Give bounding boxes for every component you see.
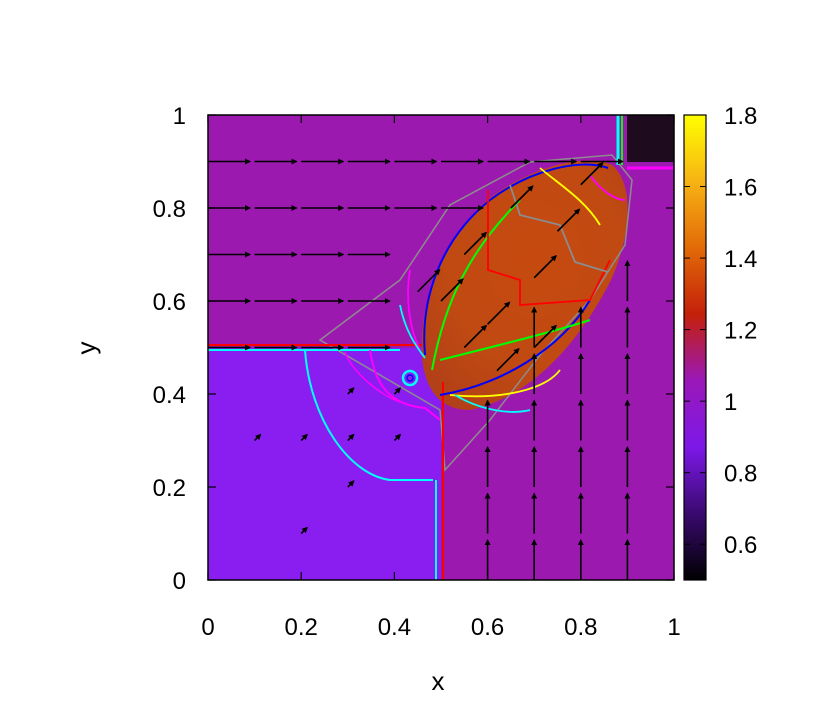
y-tick-label: 1 <box>173 103 186 130</box>
velocity-arrow <box>533 324 557 349</box>
velocity-arrow <box>347 433 355 442</box>
x-tick-label: 0 <box>201 614 214 641</box>
jet-region <box>421 160 628 410</box>
contour-line-gray-inner <box>509 184 609 273</box>
y-tick-label: 0.8 <box>153 196 186 223</box>
x-tick-label: 0.8 <box>564 614 597 641</box>
colorbar-tick-label: 1.4 <box>724 246 757 273</box>
contour-arc-cyan <box>304 349 433 481</box>
y-tick-label: 0 <box>173 568 186 595</box>
velocity-arrow <box>393 387 402 395</box>
contour-line-green-center <box>431 199 591 371</box>
top-right-corner-region <box>627 115 674 162</box>
velocity-arrow <box>463 231 488 256</box>
velocity-arrow <box>556 208 581 232</box>
colorbar-tick-label: 1 <box>724 389 737 416</box>
jet-envelope-contour <box>318 154 633 472</box>
colorbar-tick-label: 1.6 <box>724 175 757 202</box>
contour-arc-magenta-2 <box>344 351 401 403</box>
velocity-arrow <box>533 255 557 279</box>
velocity-arrow <box>347 480 355 488</box>
y-tick-label: 0.4 <box>153 382 186 409</box>
contour-line-cyan-inner <box>399 304 531 413</box>
velocity-arrow <box>487 301 511 325</box>
plot-area <box>208 115 674 580</box>
velocity-arrow <box>393 433 402 442</box>
colorbar-tick-label: 1.8 <box>724 103 757 130</box>
velocity-arrow <box>510 185 534 209</box>
velocity-arrow <box>254 433 262 442</box>
velocity-arrow <box>300 526 308 535</box>
lower-left-region <box>208 348 441 580</box>
velocity-arrow <box>440 278 464 302</box>
y-tick-label: 0.2 <box>153 475 186 502</box>
contour-line-blue-lower <box>439 299 591 396</box>
contour-line-magenta-inner <box>407 174 626 351</box>
contour-arc-magenta <box>369 349 441 421</box>
x-tick-label: 0.2 <box>285 614 318 641</box>
vortex-rollup <box>401 369 419 387</box>
x-tick-label: 0.6 <box>471 614 504 641</box>
y-tick-label: 0.6 <box>153 289 186 316</box>
contour-line-yellow-inner <box>449 167 601 398</box>
x-tick-label: 1 <box>667 614 680 641</box>
velocity-arrow <box>417 268 441 293</box>
contour-line-blue-outer <box>423 163 609 356</box>
contour-line-red-inner <box>487 190 611 306</box>
x-axis-label: x <box>432 666 445 696</box>
y-axis-label: y <box>71 342 101 355</box>
y-axis-ticks: 0 0.2 0.4 0.6 0.8 1 <box>153 103 674 595</box>
x-axis-ticks: 0 0.2 0.4 0.6 0.8 1 <box>201 115 681 641</box>
colorbar-tick-label: 1.2 <box>724 318 757 345</box>
x-tick-label: 0.4 <box>378 614 411 641</box>
velocity-arrow <box>580 162 604 186</box>
colorbar-ticks: 0.6 0.8 1 1.2 1.4 1.6 1.8 <box>684 103 757 559</box>
velocity-arrow <box>300 433 308 442</box>
velocity-arrow <box>496 348 520 372</box>
colorbar <box>683 114 707 581</box>
plot-frame <box>207 114 675 581</box>
colorbar-tick-label: 0.8 <box>724 461 757 488</box>
velocity-arrow <box>463 324 488 349</box>
velocity-arrow <box>347 387 355 395</box>
colorbar-tick-label: 0.6 <box>724 532 757 559</box>
vortex-rollup-inner <box>406 374 414 382</box>
